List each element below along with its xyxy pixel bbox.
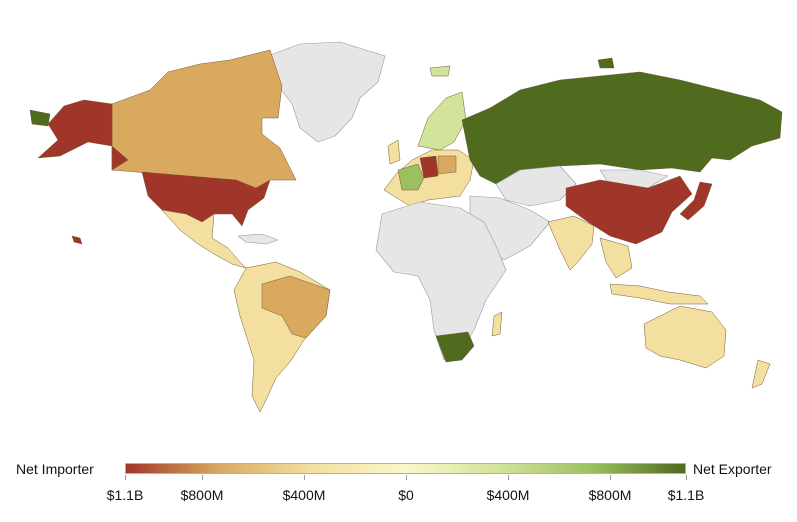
- legend-tick-label: $400M: [486, 487, 530, 503]
- legend-tick-label: $0: [398, 487, 414, 503]
- legend-tick-label: $400M: [282, 487, 326, 503]
- region-poland: [437, 155, 457, 175]
- legend-tick-mark: [610, 475, 611, 480]
- region-madagascar: [491, 311, 503, 337]
- legend-tick-label: $1.1B: [667, 487, 705, 503]
- region-brazil: [261, 275, 331, 339]
- region-southeast-asia: [599, 237, 633, 279]
- legend-color-scale: [125, 463, 686, 474]
- region-scandinavia: [417, 91, 467, 151]
- region-canada: [111, 49, 297, 191]
- region-alaska: [37, 99, 129, 171]
- world-map: [29, 41, 783, 413]
- region-indonesia: [609, 283, 709, 305]
- legend-label-exporter: Net Exporter: [693, 461, 772, 477]
- region-uk: [387, 139, 401, 165]
- legend-tick-mark: [125, 475, 126, 480]
- legend-tick-label: $800M: [588, 487, 632, 503]
- region-aleutian: [29, 109, 51, 127]
- region-russia: [461, 71, 783, 185]
- region-france: [397, 163, 425, 191]
- region-arctic-islands: [597, 57, 615, 69]
- region-arctic-islands-2: [429, 65, 451, 77]
- legend-tick-mark: [686, 475, 687, 480]
- region-germany: [419, 155, 439, 179]
- region-caribbean: [237, 233, 279, 245]
- region-india: [547, 215, 595, 271]
- region-greenland: [261, 41, 386, 143]
- legend-tick-mark: [304, 475, 305, 480]
- region-hawaii: [71, 235, 83, 245]
- legend-label-importer: Net Importer: [16, 461, 94, 477]
- legend-tick-mark: [202, 475, 203, 480]
- legend-tick-label: $1.1B: [106, 487, 144, 503]
- legend-tick-mark: [406, 475, 407, 480]
- legend-tick-mark: [508, 475, 509, 480]
- region-new-zealand: [751, 359, 771, 389]
- region-australia: [643, 305, 727, 369]
- region-mexico: [161, 209, 247, 269]
- region-japan: [679, 181, 713, 221]
- legend-tick-label: $800M: [180, 487, 224, 503]
- region-south-africa: [435, 331, 475, 363]
- region-china: [565, 175, 693, 245]
